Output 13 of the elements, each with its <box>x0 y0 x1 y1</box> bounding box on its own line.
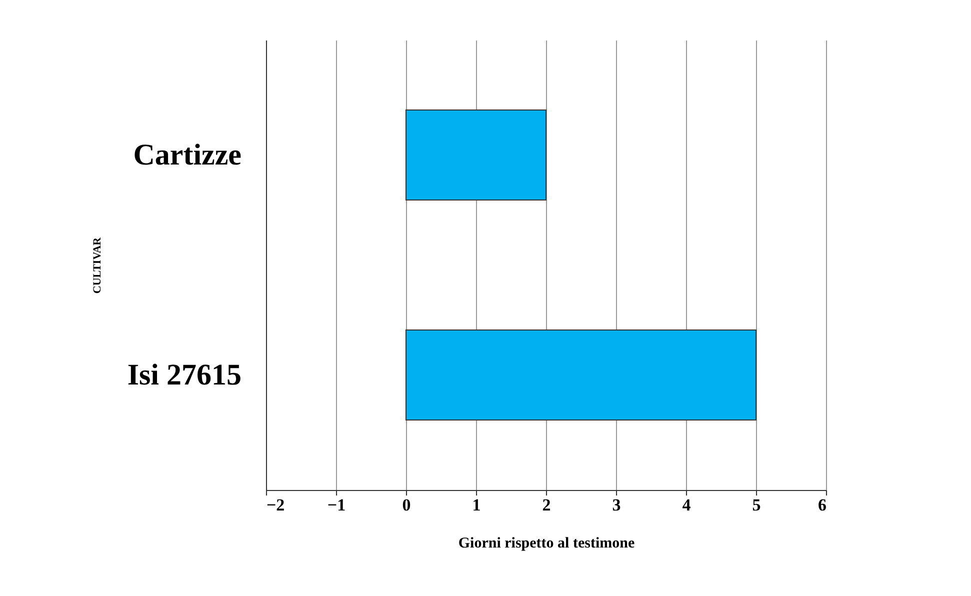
y-axis-title: CULTIVAR <box>91 236 104 294</box>
x-tick-label: 3 <box>612 496 621 514</box>
x-tick-label: 5 <box>752 496 761 514</box>
x-axis-title: Giorni rispetto al testimone <box>458 536 635 552</box>
x-tick-label: 2 <box>542 496 551 514</box>
x-tick-label: 0 <box>402 496 411 514</box>
y-tick-label: Cartizze <box>133 138 242 172</box>
x-tick-label: 6 <box>818 496 826 514</box>
x-tick-label: −1 <box>327 496 346 514</box>
x-tick-label: −2 <box>266 496 285 514</box>
x-tick-label: 1 <box>472 496 481 514</box>
y-tick-label: Isi 27615 <box>127 358 242 392</box>
x-tick-label: 4 <box>682 496 692 514</box>
